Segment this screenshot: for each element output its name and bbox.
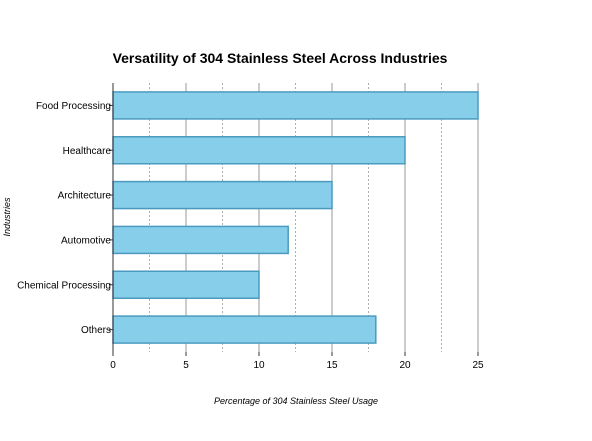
bar [112, 270, 260, 299]
x-tick-label: 15 [326, 360, 338, 371]
bar [112, 91, 479, 120]
bar [112, 225, 289, 255]
y-tick-label: Others [81, 325, 111, 336]
x-tick-label: 20 [399, 360, 411, 371]
x-tick-label: 5 [183, 360, 189, 371]
x-axis-label: Percentage of 304 Stainless Steel Usage [214, 396, 378, 406]
y-axis-label: Industries [2, 197, 12, 237]
y-tick-label: Automotive [61, 235, 111, 246]
x-tick-label: 0 [110, 360, 116, 371]
y-tick-label: Healthcare [63, 146, 112, 157]
x-tick-label: 25 [472, 360, 484, 371]
bar [112, 315, 377, 344]
y-tick-label: Architecture [58, 191, 112, 202]
y-tick-label: Food Processing [36, 101, 111, 112]
chart-title: Versatility of 304 Stainless Steel Acros… [113, 50, 448, 66]
x-tick-label: 10 [253, 360, 265, 371]
y-tick-label: Chemical Processing [17, 280, 111, 291]
bar [112, 180, 333, 210]
bar [112, 136, 406, 165]
